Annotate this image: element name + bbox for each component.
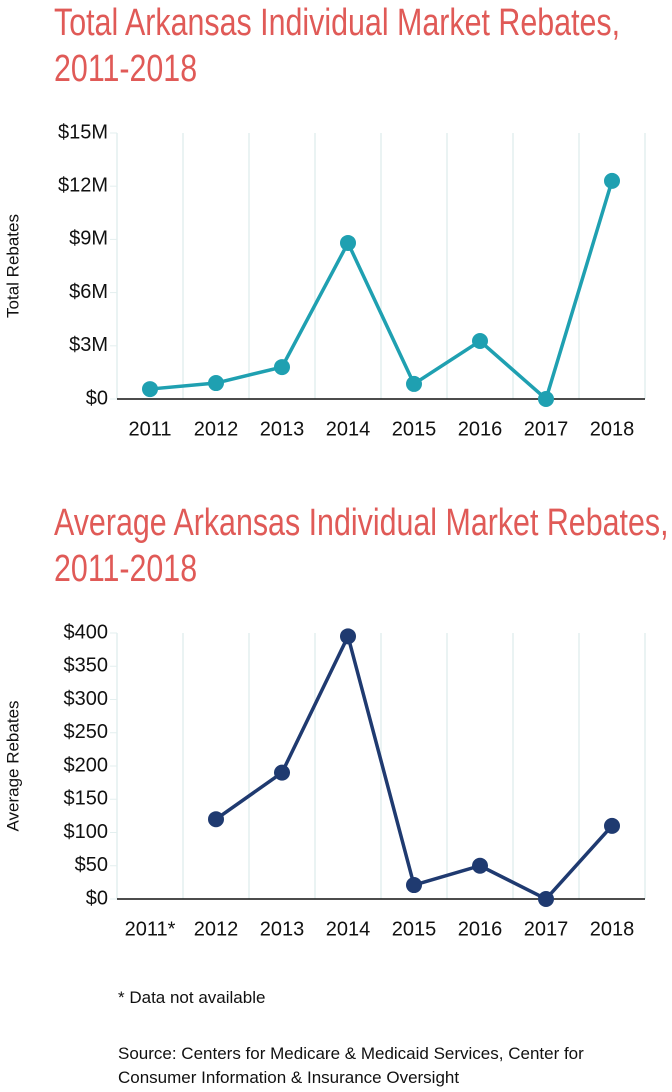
y-axis-label: Average Rebates <box>3 700 22 831</box>
x-tick-label: 2013 <box>260 418 305 440</box>
point <box>340 628 356 645</box>
y-tick-label: $350 <box>64 655 109 677</box>
point <box>340 234 356 251</box>
y-tick-label: $50 <box>75 854 108 876</box>
point <box>274 359 290 376</box>
x-tick-label: 2017 <box>524 918 569 940</box>
y-tick-label: $100 <box>64 821 109 843</box>
point <box>604 172 620 189</box>
x-tick-label: 2013 <box>260 918 305 940</box>
y-tick-label: $3M <box>69 334 108 356</box>
y-tick-label: $250 <box>64 721 109 743</box>
y-tick-label: $12M <box>58 174 108 196</box>
point <box>406 877 422 894</box>
x-tick-label: 2016 <box>458 918 503 940</box>
point <box>274 764 290 781</box>
x-tick-label: 2018 <box>590 418 635 440</box>
y-tick-label: $200 <box>64 754 109 776</box>
y-axis-label: Total Rebates <box>3 214 22 318</box>
point <box>142 381 158 398</box>
y-tick-label: $9M <box>69 228 108 250</box>
point <box>472 333 488 350</box>
x-tick-label: 2012 <box>194 418 239 440</box>
footnote: * Data not available <box>118 988 266 1007</box>
line <box>214 631 614 902</box>
x-tick-label: 2015 <box>392 418 437 440</box>
charts: $0 $3M $6M $9M $12M $15M Total Rebates 2011 2012… <box>3 121 646 940</box>
y-tick-label: $300 <box>64 688 109 710</box>
y-tick-label: $0 <box>86 887 108 909</box>
x-tick-label: 2014 <box>326 918 371 940</box>
x-tick-label: 2018 <box>590 918 635 940</box>
source: Source: Centers for Medicare & Medicaid … <box>118 1044 584 1087</box>
x-tick-label: 2017 <box>524 418 569 440</box>
point <box>604 817 620 834</box>
x-tick-label: 2011* <box>125 918 176 940</box>
point <box>406 375 422 392</box>
y-tick-label: $6M <box>69 281 108 303</box>
line <box>149 180 614 403</box>
x-tick-label: 2014 <box>326 418 371 440</box>
y-tick-label: $0 <box>86 387 108 409</box>
chart-title: Total Arkansas Individual Market Rebates… <box>54 2 621 90</box>
y-tick-label: $15M <box>58 121 108 143</box>
x-tick-label: 2012 <box>194 918 239 940</box>
point <box>538 391 554 407</box>
x-tick-label: 2011 <box>128 418 171 440</box>
x-tick-label: 2015 <box>392 918 437 940</box>
y-tick-label: $400 <box>64 621 109 643</box>
x-tick-label: 2016 <box>458 418 503 440</box>
point <box>472 857 488 874</box>
chart-title: Average Arkansas Individual Market Rebat… <box>54 502 669 590</box>
point <box>208 811 224 828</box>
y-tick-label: $150 <box>64 788 109 810</box>
point <box>208 375 224 392</box>
point <box>538 891 554 907</box>
